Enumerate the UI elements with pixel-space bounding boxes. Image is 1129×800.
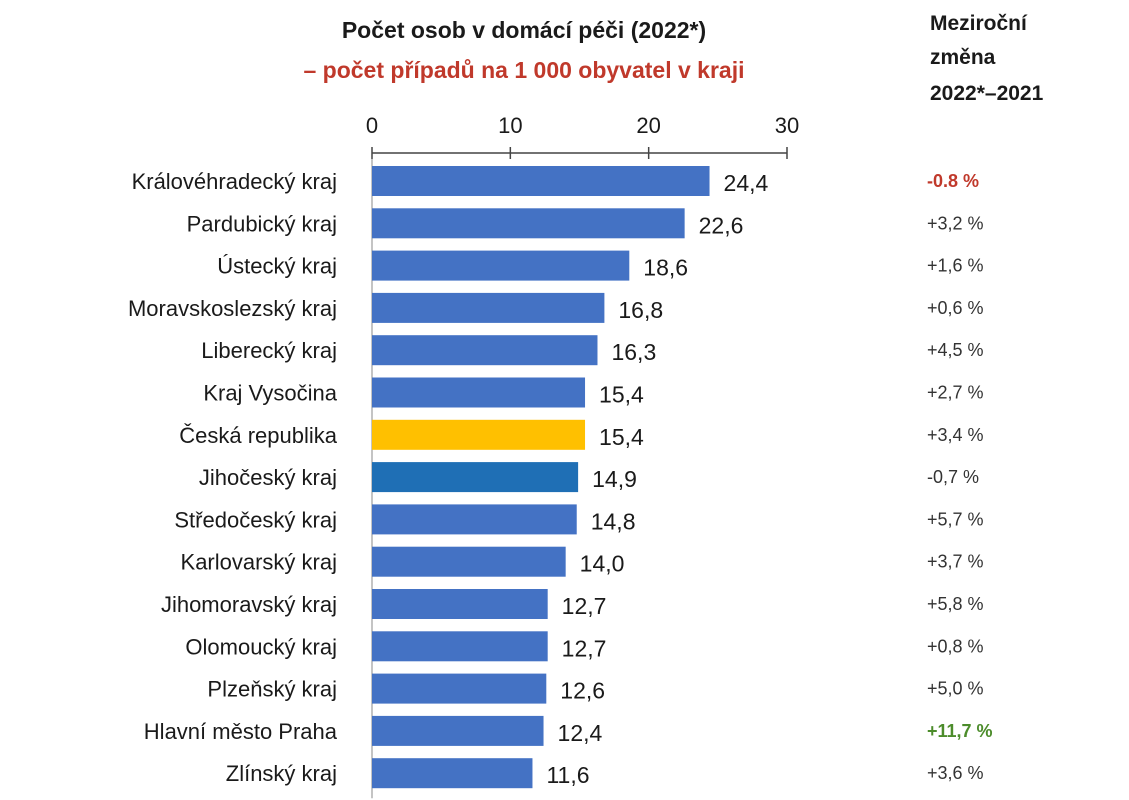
change-label: +5,7 % (927, 509, 984, 529)
chart-subtitle: – počet případů na 1 000 obyvatel v kraj… (303, 57, 744, 83)
bar (372, 673, 547, 704)
data-label: 14,0 (580, 551, 625, 577)
bar (372, 377, 586, 408)
category-label: Středočeský kraj (174, 507, 337, 532)
category-label: Jihočeský kraj (199, 465, 337, 490)
change-label: +11,7 % (927, 721, 993, 741)
bars-group: Královéhradecký kraj 24,4 -0.8 % Pardubický… (128, 166, 993, 789)
change-label: +3,4 % (927, 425, 984, 445)
bar (372, 166, 710, 196)
change-label: +5,0 % (927, 679, 984, 699)
data-label: 24,4 (724, 170, 769, 196)
chart-title: Počet osob v domácí péči (2022*) (342, 17, 706, 43)
data-label: 16,3 (611, 339, 656, 365)
data-label: 12,4 (558, 720, 603, 746)
x-tick-label: 20 (636, 113, 660, 138)
data-label: 12,7 (562, 593, 607, 619)
data-label: 16,8 (618, 297, 663, 323)
category-label: Pardubický kraj (187, 211, 337, 236)
x-tick-label: 0 (366, 113, 378, 138)
bar (372, 715, 544, 746)
category-label: Karlovarský kraj (181, 550, 337, 575)
change-label: +3,7 % (927, 552, 984, 572)
category-label: Jihomoravský kraj (161, 592, 337, 617)
change-label: +3,2 % (927, 213, 984, 233)
change-label: +3,6 % (927, 763, 984, 783)
data-label: 14,9 (592, 466, 637, 492)
bar-row: Jihočeský kraj 14,9 -0,7 % (199, 462, 979, 493)
bar-row: Moravskoslezský kraj 16,8 +0,6 % (128, 292, 984, 323)
bar-row: Karlovarský kraj 14,0 +3,7 % (181, 546, 984, 577)
bar (372, 504, 577, 535)
bar-row: Hlavní město Praha 12,4 +11,7 % (144, 715, 993, 746)
bar (372, 419, 586, 450)
bar-row: Jihomoravský kraj 12,7 +5,8 % (161, 589, 984, 619)
data-label: 14,8 (591, 508, 636, 534)
change-label: +5,8 % (927, 594, 984, 614)
bar (372, 208, 685, 239)
bar-row: Pardubický kraj 22,6 +3,2 % (187, 208, 984, 239)
category-label: Hlavní město Praha (144, 719, 338, 744)
bar-row: Plzeňský kraj 12,6 +5,0 % (207, 673, 984, 704)
change-header-line-2: změna (930, 46, 996, 69)
category-label: Česká republika (179, 423, 338, 448)
data-label: 22,6 (699, 212, 744, 238)
bar-row: Středočeský kraj 14,8 +5,7 % (174, 504, 984, 535)
change-header-line-1: Meziroční (930, 12, 1028, 35)
bar (372, 462, 579, 493)
change-header-line-3: 2022*–2021 (930, 82, 1044, 105)
category-label: Královéhradecký kraj (132, 169, 337, 194)
category-label: Plzeňský kraj (207, 677, 337, 702)
x-tick-label: 10 (498, 113, 522, 138)
bar (372, 292, 605, 323)
data-label: 15,4 (599, 424, 644, 450)
category-label: Moravskoslezský kraj (128, 296, 337, 321)
bar (372, 250, 630, 281)
change-label: -0.8 % (927, 171, 979, 191)
bar-row: Zlínský kraj 11,6 +3,6 % (226, 758, 984, 789)
change-label: -0,7 % (927, 467, 979, 487)
change-label: +2,7 % (927, 383, 984, 403)
bar-row: Česká republika 15,4 +3,4 % (179, 419, 984, 450)
data-label: 15,4 (599, 382, 644, 408)
data-label: 18,6 (643, 255, 688, 281)
change-label: +0,8 % (927, 636, 984, 656)
bar (372, 631, 548, 662)
category-label: Zlínský kraj (226, 761, 337, 786)
bar (372, 589, 548, 619)
category-label: Kraj Vysočina (203, 381, 337, 406)
bar (372, 758, 533, 789)
bar-row: Kraj Vysočina 15,4 +2,7 % (203, 377, 984, 408)
category-label: Ústecký kraj (217, 254, 337, 279)
data-label: 11,6 (546, 762, 589, 788)
bar (372, 335, 598, 366)
change-label: +0,6 % (927, 298, 984, 318)
category-label: Olomoucký kraj (185, 634, 337, 659)
x-tick-label: 30 (775, 113, 799, 138)
bar (372, 546, 566, 577)
bar-row: Liberecký kraj 16,3 +4,5 % (201, 335, 984, 366)
change-label: +1,6 % (927, 256, 984, 276)
data-label: 12,6 (560, 678, 605, 704)
bar-row: Královéhradecký kraj 24,4 -0.8 % (132, 166, 979, 196)
bar-row: Ústecký kraj 18,6 +1,6 % (217, 250, 984, 281)
data-label: 12,7 (562, 635, 607, 661)
change-label: +4,5 % (927, 340, 984, 360)
bar-row: Olomoucký kraj 12,7 +0,8 % (185, 631, 984, 662)
category-label: Liberecký kraj (201, 338, 337, 363)
